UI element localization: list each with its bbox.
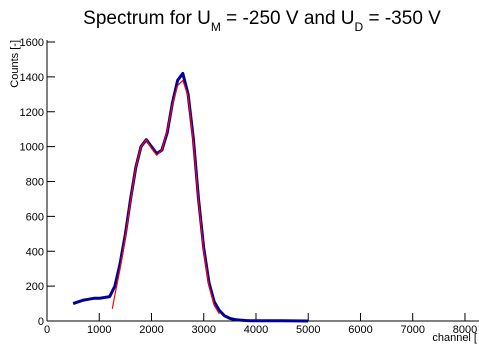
y-tick-label: 0 bbox=[38, 316, 44, 328]
x-tick-label: 4000 bbox=[244, 324, 268, 336]
y-tick-label: 200 bbox=[26, 281, 44, 293]
title-subscript: D bbox=[355, 20, 364, 34]
series-line bbox=[72, 71, 309, 323]
title-part: = -350 V bbox=[363, 8, 441, 29]
x-tick-label: 6000 bbox=[348, 324, 372, 336]
chart-title: Spectrum for UM = -250 V and UD = -350 V bbox=[83, 8, 441, 34]
y-tick-label: 1400 bbox=[20, 72, 44, 84]
x-tick-label: 0 bbox=[44, 324, 50, 336]
title-subscript: M bbox=[211, 20, 221, 34]
y-tick-label: 800 bbox=[26, 177, 44, 189]
x-tick-label: 5000 bbox=[296, 324, 320, 336]
title-part: Spectrum for U bbox=[83, 8, 211, 29]
y-tick-label: 600 bbox=[26, 211, 44, 223]
x-tick-label: 2000 bbox=[139, 324, 163, 336]
x-tick-label: 8000 bbox=[453, 324, 477, 336]
title-part: = -250 V and U bbox=[221, 8, 355, 29]
y-axis-label: Counts [-] bbox=[9, 40, 21, 88]
x-axis-label: channel [ bbox=[432, 332, 477, 344]
x-tick-label: 1000 bbox=[87, 324, 111, 336]
x-tick-label: 3000 bbox=[191, 324, 215, 336]
series-line bbox=[111, 79, 220, 315]
y-tick-label: 1200 bbox=[20, 107, 44, 119]
x-tick-label: 7000 bbox=[400, 324, 424, 336]
y-tick-label: 400 bbox=[26, 246, 44, 258]
y-tick-label: 1000 bbox=[20, 142, 44, 154]
y-tick-label: 1600 bbox=[20, 37, 44, 49]
